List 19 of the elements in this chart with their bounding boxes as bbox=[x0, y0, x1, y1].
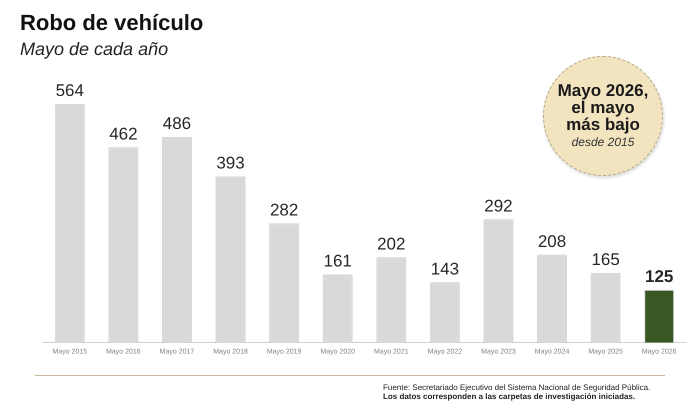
source-note: Fuente: Secretariado Ejecutivo del Sistema Nacional de Seguridad Pública. bbox=[383, 383, 650, 392]
callout-circle: Mayo 2026, el mayo más bajo desde 2015 bbox=[543, 56, 663, 176]
annotation: Mayo 2026, el mayo más bajo bbox=[556, 81, 650, 134]
data-label: 208 bbox=[538, 232, 566, 251]
data-label: 564 bbox=[56, 81, 84, 100]
data-label: 292 bbox=[484, 196, 513, 216]
data-label: 143 bbox=[430, 259, 460, 278]
data-label: 393 bbox=[216, 154, 245, 173]
data-label: 282 bbox=[270, 200, 298, 220]
data-label: 462 bbox=[109, 124, 138, 144]
chart-subtitle: Mayo de cada año bbox=[20, 38, 168, 60]
data-label: 486 bbox=[162, 114, 192, 134]
text: Los datos corresponden a las carpetas de investigación iniciadas. bbox=[383, 392, 636, 401]
data-label: 165 bbox=[591, 250, 620, 269]
chart-title: Robo de vehículo bbox=[20, 10, 204, 36]
data-label: 202 bbox=[377, 234, 406, 254]
annotation: desde 2015 bbox=[572, 135, 634, 150]
data-label: 161 bbox=[324, 252, 352, 271]
data-label: 125 bbox=[645, 266, 674, 286]
